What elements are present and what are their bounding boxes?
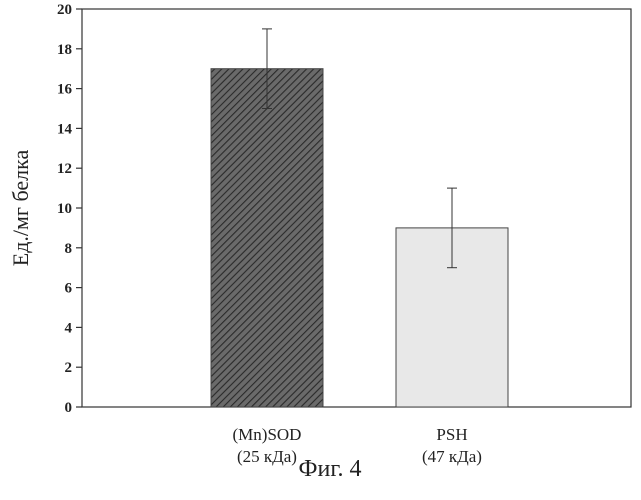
y-tick-label: 18	[57, 42, 72, 58]
y-axis-label: Ед./мг белка	[8, 150, 33, 267]
y-tick-label: 0	[65, 400, 73, 416]
category-label-0-line1: (Mn)SOD	[233, 425, 302, 444]
category-label-1-line2: (47 кДа)	[422, 447, 482, 466]
y-tick-label: 2	[65, 360, 73, 376]
figure-caption: Фиг. 4	[299, 456, 362, 482]
category-label-0-line2: (25 кДа)	[237, 447, 297, 466]
y-axis-ticks: 0 2 4 6 8 10 12 14 16 18 20	[57, 2, 82, 416]
y-tick-label: 8	[65, 241, 73, 257]
y-tick-label: 6	[65, 281, 73, 297]
y-tick-label: 10	[57, 201, 72, 217]
y-tick-label: 20	[57, 2, 72, 18]
y-tick-label: 4	[65, 320, 73, 336]
category-label-1-line1: PSH	[436, 425, 467, 444]
bar-0	[211, 69, 323, 407]
y-tick-label: 14	[57, 121, 73, 137]
plot-area-frame	[82, 9, 631, 407]
y-tick-label: 12	[57, 161, 72, 177]
bar-chart: 0 2 4 6 8 10 12 14 16 18 20 (Mn)SOD (25 кДа) PSH (47 …	[0, 0, 641, 500]
bars-group	[211, 29, 508, 407]
y-tick-label: 16	[57, 82, 73, 98]
